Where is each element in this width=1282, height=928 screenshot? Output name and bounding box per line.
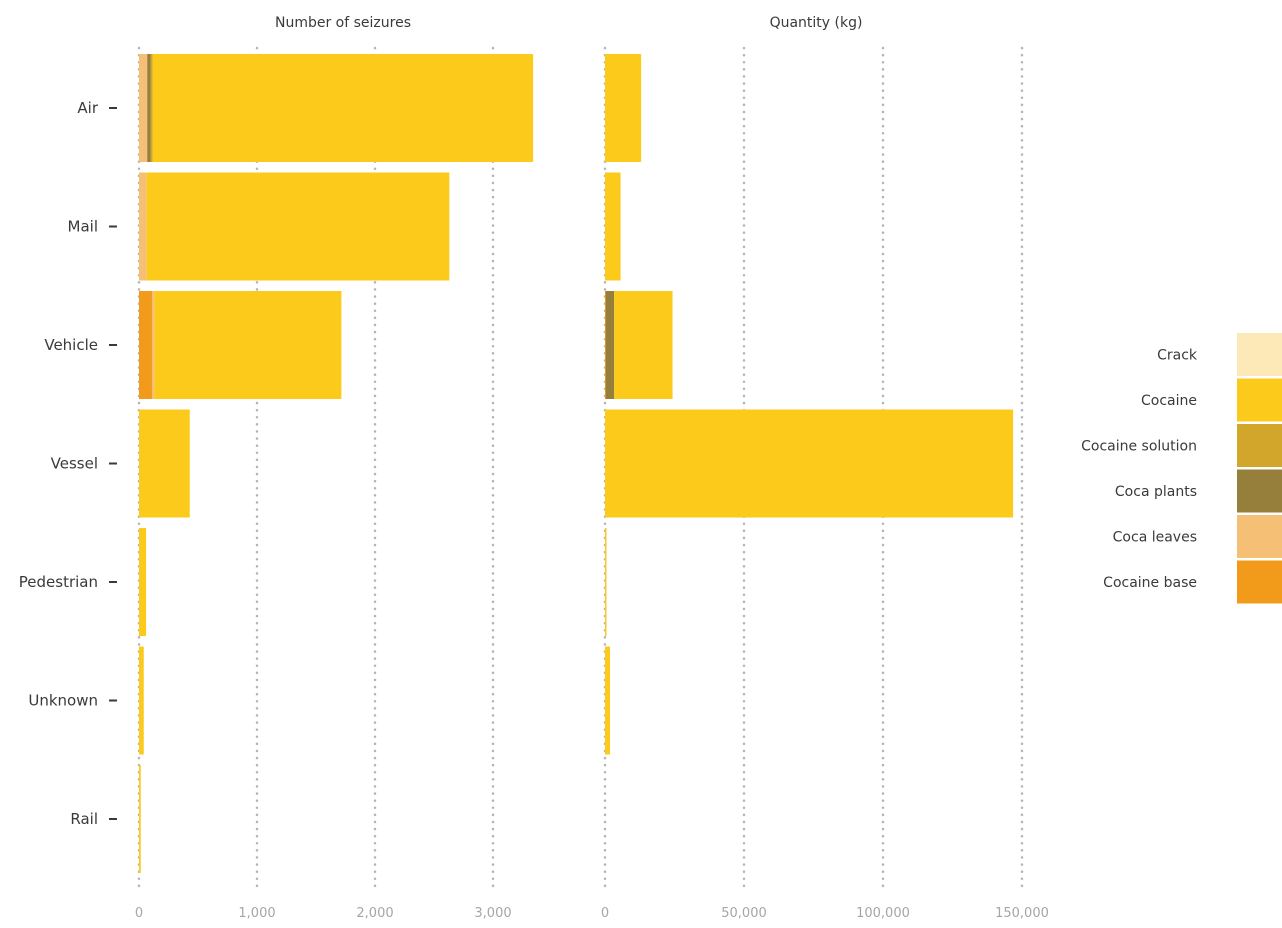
tick-label-number-of-seizures-2: 2,000 (356, 906, 393, 921)
legend-label-coca-plants: Coca plants (1115, 484, 1197, 500)
bar-quantity-kg-vessel-cocaine (605, 409, 1014, 518)
bar-quantity-kg-unknown-cocaine (605, 646, 611, 755)
bar-quantity-kg-air-cocaine (605, 54, 642, 162)
bar-quantity-kg-vehicle-cocaine-base (605, 291, 607, 399)
bar-number-of-seizures-rail-cocaine (139, 765, 141, 873)
bar-number-of-seizures-vehicle-coca-leaves (151, 291, 155, 399)
panel-title-number-of-seizures: Number of seizures (275, 15, 411, 31)
legend-swatch-cocaine-solution (1237, 424, 1282, 467)
category-label-vessel: Vessel (51, 455, 98, 473)
tick-label-quantity-kg-1: 50,000 (721, 906, 767, 921)
legend-swatch-crack (1237, 333, 1282, 376)
legend: Crack Cocaine Cocaine solution Coca plants C… (1081, 333, 1282, 604)
axis-layer: Number of seizures 0 1,000 2,000 3,000 Quanti… (19, 15, 1049, 921)
bar-quantity-kg-vehicle-coca-plants (605, 291, 615, 399)
tick-label-quantity-kg-0: 0 (601, 906, 609, 921)
category-label-vehicle: Vehicle (44, 336, 98, 354)
bar-number-of-seizures-pedestrian-cocaine (139, 528, 147, 636)
bar-number-of-seizures-air-coca-plants (147, 54, 151, 162)
tick-label-number-of-seizures-0: 0 (135, 906, 143, 921)
legend-label-cocaine-base: Cocaine base (1103, 575, 1197, 591)
bar-number-of-seizures-vessel-cocaine (139, 409, 190, 518)
tick-label-quantity-kg-3: 150,000 (995, 906, 1049, 921)
legend-label-coca-leaves: Coca leaves (1113, 530, 1197, 546)
bar-number-of-seizures-air-cocaine (152, 54, 534, 162)
legend-swatch-cocaine (1237, 378, 1282, 422)
bar-quantity-kg-vehicle-cocaine (614, 291, 673, 399)
bar-number-of-seizures-vehicle-cocaine (154, 291, 342, 399)
bar-number-of-seizures-mail-coca-leaves (139, 172, 147, 281)
tick-label-number-of-seizures-3: 3,000 (474, 906, 511, 921)
legend-swatch-cocaine-base (1237, 560, 1282, 604)
category-label-air: Air (77, 99, 98, 117)
panel-title-quantity-kg: Quantity (kg) (770, 15, 863, 31)
bar-layer (139, 54, 1014, 873)
bar-number-of-seizures-unknown-cocaine (139, 646, 144, 755)
legend-swatch-coca-leaves (1237, 515, 1282, 558)
bar-number-of-seizures-mail-cocaine (146, 172, 450, 281)
legend-label-crack: Crack (1157, 348, 1198, 364)
bar-quantity-kg-pedestrian-cocaine (605, 528, 607, 636)
bar-number-of-seizures-vehicle-cocaine-base (139, 291, 152, 399)
bar-number-of-seizures-air-cocaine-solution (150, 54, 153, 162)
category-label-pedestrian: Pedestrian (19, 573, 98, 591)
bar-number-of-seizures-air-coca-leaves (139, 54, 148, 162)
legend-label-cocaine-solution: Cocaine solution (1081, 439, 1197, 455)
category-label-mail: Mail (68, 218, 98, 236)
tick-label-number-of-seizures-1: 1,000 (238, 906, 275, 921)
category-label-unknown: Unknown (28, 692, 98, 710)
tick-label-quantity-kg-2: 100,000 (856, 906, 910, 921)
legend-label-cocaine: Cocaine (1141, 393, 1197, 409)
bar-quantity-kg-mail-cocaine (605, 172, 621, 281)
category-label-rail: Rail (70, 810, 98, 828)
legend-swatch-coca-plants (1237, 469, 1282, 513)
